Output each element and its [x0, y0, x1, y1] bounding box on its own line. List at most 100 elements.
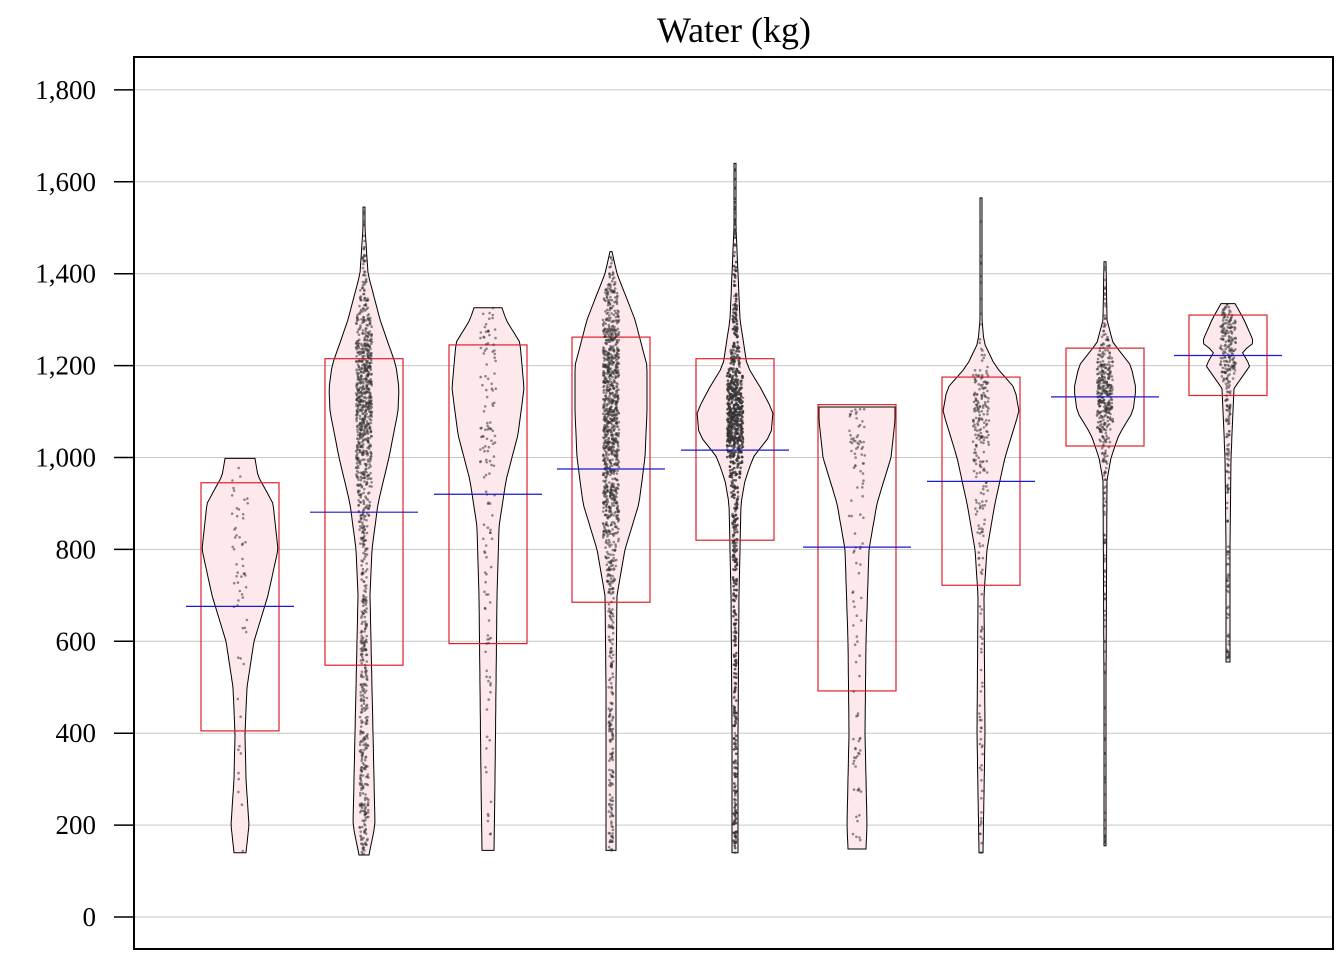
data-point — [615, 425, 618, 428]
data-point — [725, 374, 729, 378]
data-point — [854, 747, 857, 751]
data-point — [1100, 343, 1104, 347]
data-point — [485, 347, 488, 351]
data-point — [361, 521, 364, 524]
data-point — [368, 491, 371, 495]
data-point — [610, 320, 613, 324]
data-point — [852, 788, 856, 791]
data-point — [1103, 302, 1107, 305]
data-point — [857, 739, 861, 743]
data-point — [366, 354, 370, 358]
data-point — [1103, 738, 1107, 742]
data-point — [489, 421, 492, 424]
data-point — [238, 744, 241, 748]
data-point — [610, 600, 613, 604]
data-point — [604, 495, 607, 499]
y-tick-label: 1,200 — [35, 351, 96, 381]
data-point — [734, 393, 738, 397]
data-point — [615, 501, 619, 505]
data-point — [610, 502, 614, 505]
data-point — [858, 752, 861, 756]
data-point — [733, 243, 736, 246]
data-point — [605, 342, 608, 346]
data-point — [1106, 419, 1110, 423]
data-point — [613, 463, 616, 466]
data-point — [611, 548, 614, 552]
data-point — [979, 737, 983, 741]
data-point — [734, 312, 738, 316]
data-point — [369, 368, 373, 371]
data-point — [607, 538, 611, 542]
data-point — [236, 581, 240, 584]
data-point — [360, 486, 364, 489]
data-point — [486, 819, 490, 823]
data-point — [738, 388, 741, 392]
data-point — [244, 586, 248, 589]
data-point — [986, 374, 990, 377]
data-point — [232, 489, 236, 492]
data-point — [613, 337, 616, 340]
data-point — [1101, 369, 1104, 373]
data-point — [986, 389, 989, 393]
data-point — [487, 814, 490, 818]
data-point — [362, 443, 365, 446]
data-point — [1104, 485, 1108, 488]
data-point — [862, 479, 865, 483]
data-point — [360, 673, 363, 676]
data-point — [607, 707, 611, 710]
data-point — [481, 383, 484, 387]
data-point — [978, 405, 982, 409]
data-point — [975, 472, 979, 475]
data-point — [732, 343, 736, 346]
data-point — [858, 654, 861, 657]
data-point — [484, 580, 487, 584]
data-point — [733, 851, 737, 854]
data-point — [364, 666, 367, 670]
data-point — [363, 296, 367, 300]
data-point — [1104, 304, 1107, 308]
data-point — [1108, 344, 1111, 348]
data-point — [611, 394, 615, 397]
data-point — [616, 482, 620, 486]
data-point — [978, 545, 982, 548]
y-tick-label: 400 — [56, 718, 97, 748]
data-point — [608, 568, 611, 572]
data-point — [741, 455, 744, 459]
data-point — [359, 791, 362, 795]
data-point — [1098, 430, 1102, 434]
data-point — [365, 408, 368, 412]
data-point — [856, 819, 859, 823]
data-point — [604, 322, 607, 326]
data-point — [740, 446, 743, 450]
data-point — [606, 579, 610, 583]
data-point — [974, 498, 978, 502]
data-point — [602, 346, 605, 349]
data-point — [491, 313, 495, 317]
data-point — [616, 486, 619, 490]
data-point — [364, 570, 368, 573]
data-point — [607, 845, 611, 849]
data-point — [728, 441, 731, 444]
data-point — [734, 356, 738, 359]
data-point — [856, 714, 859, 717]
data-point — [733, 208, 737, 211]
data-point — [361, 740, 364, 743]
data-point — [616, 361, 619, 364]
data-point — [364, 806, 368, 809]
data-point — [736, 454, 740, 457]
data-point — [615, 329, 618, 332]
data-point — [610, 656, 613, 660]
data-point — [980, 789, 984, 793]
data-point — [362, 247, 366, 250]
data-point — [861, 494, 864, 498]
data-point — [611, 771, 615, 774]
data-point — [1103, 325, 1107, 328]
data-point — [610, 707, 614, 711]
data-point — [858, 814, 861, 817]
data-point — [855, 447, 858, 450]
data-point — [237, 771, 240, 775]
data-point — [609, 561, 612, 564]
data-point — [980, 377, 983, 380]
data-point — [480, 435, 483, 439]
data-point — [1104, 403, 1107, 406]
